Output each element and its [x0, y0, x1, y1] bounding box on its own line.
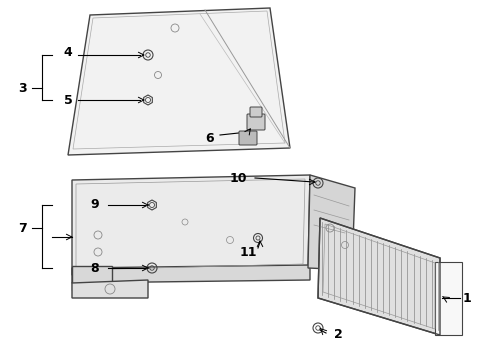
Polygon shape: [68, 8, 290, 155]
Text: 3: 3: [18, 81, 26, 94]
Text: 2: 2: [334, 328, 343, 342]
Polygon shape: [435, 262, 462, 335]
Polygon shape: [318, 218, 440, 335]
Text: 4: 4: [64, 45, 73, 58]
Text: 7: 7: [18, 221, 26, 234]
Polygon shape: [72, 280, 148, 298]
Text: 9: 9: [91, 198, 99, 211]
Text: 6: 6: [206, 131, 214, 144]
Text: 11: 11: [239, 246, 257, 258]
Text: 5: 5: [64, 94, 73, 107]
FancyBboxPatch shape: [247, 114, 265, 130]
Polygon shape: [72, 266, 112, 290]
FancyBboxPatch shape: [250, 107, 262, 117]
Text: 1: 1: [463, 292, 471, 305]
Polygon shape: [308, 175, 355, 270]
Polygon shape: [72, 265, 310, 283]
Text: 10: 10: [229, 171, 247, 184]
Text: 8: 8: [91, 261, 99, 274]
Polygon shape: [72, 175, 310, 275]
FancyBboxPatch shape: [239, 131, 257, 145]
